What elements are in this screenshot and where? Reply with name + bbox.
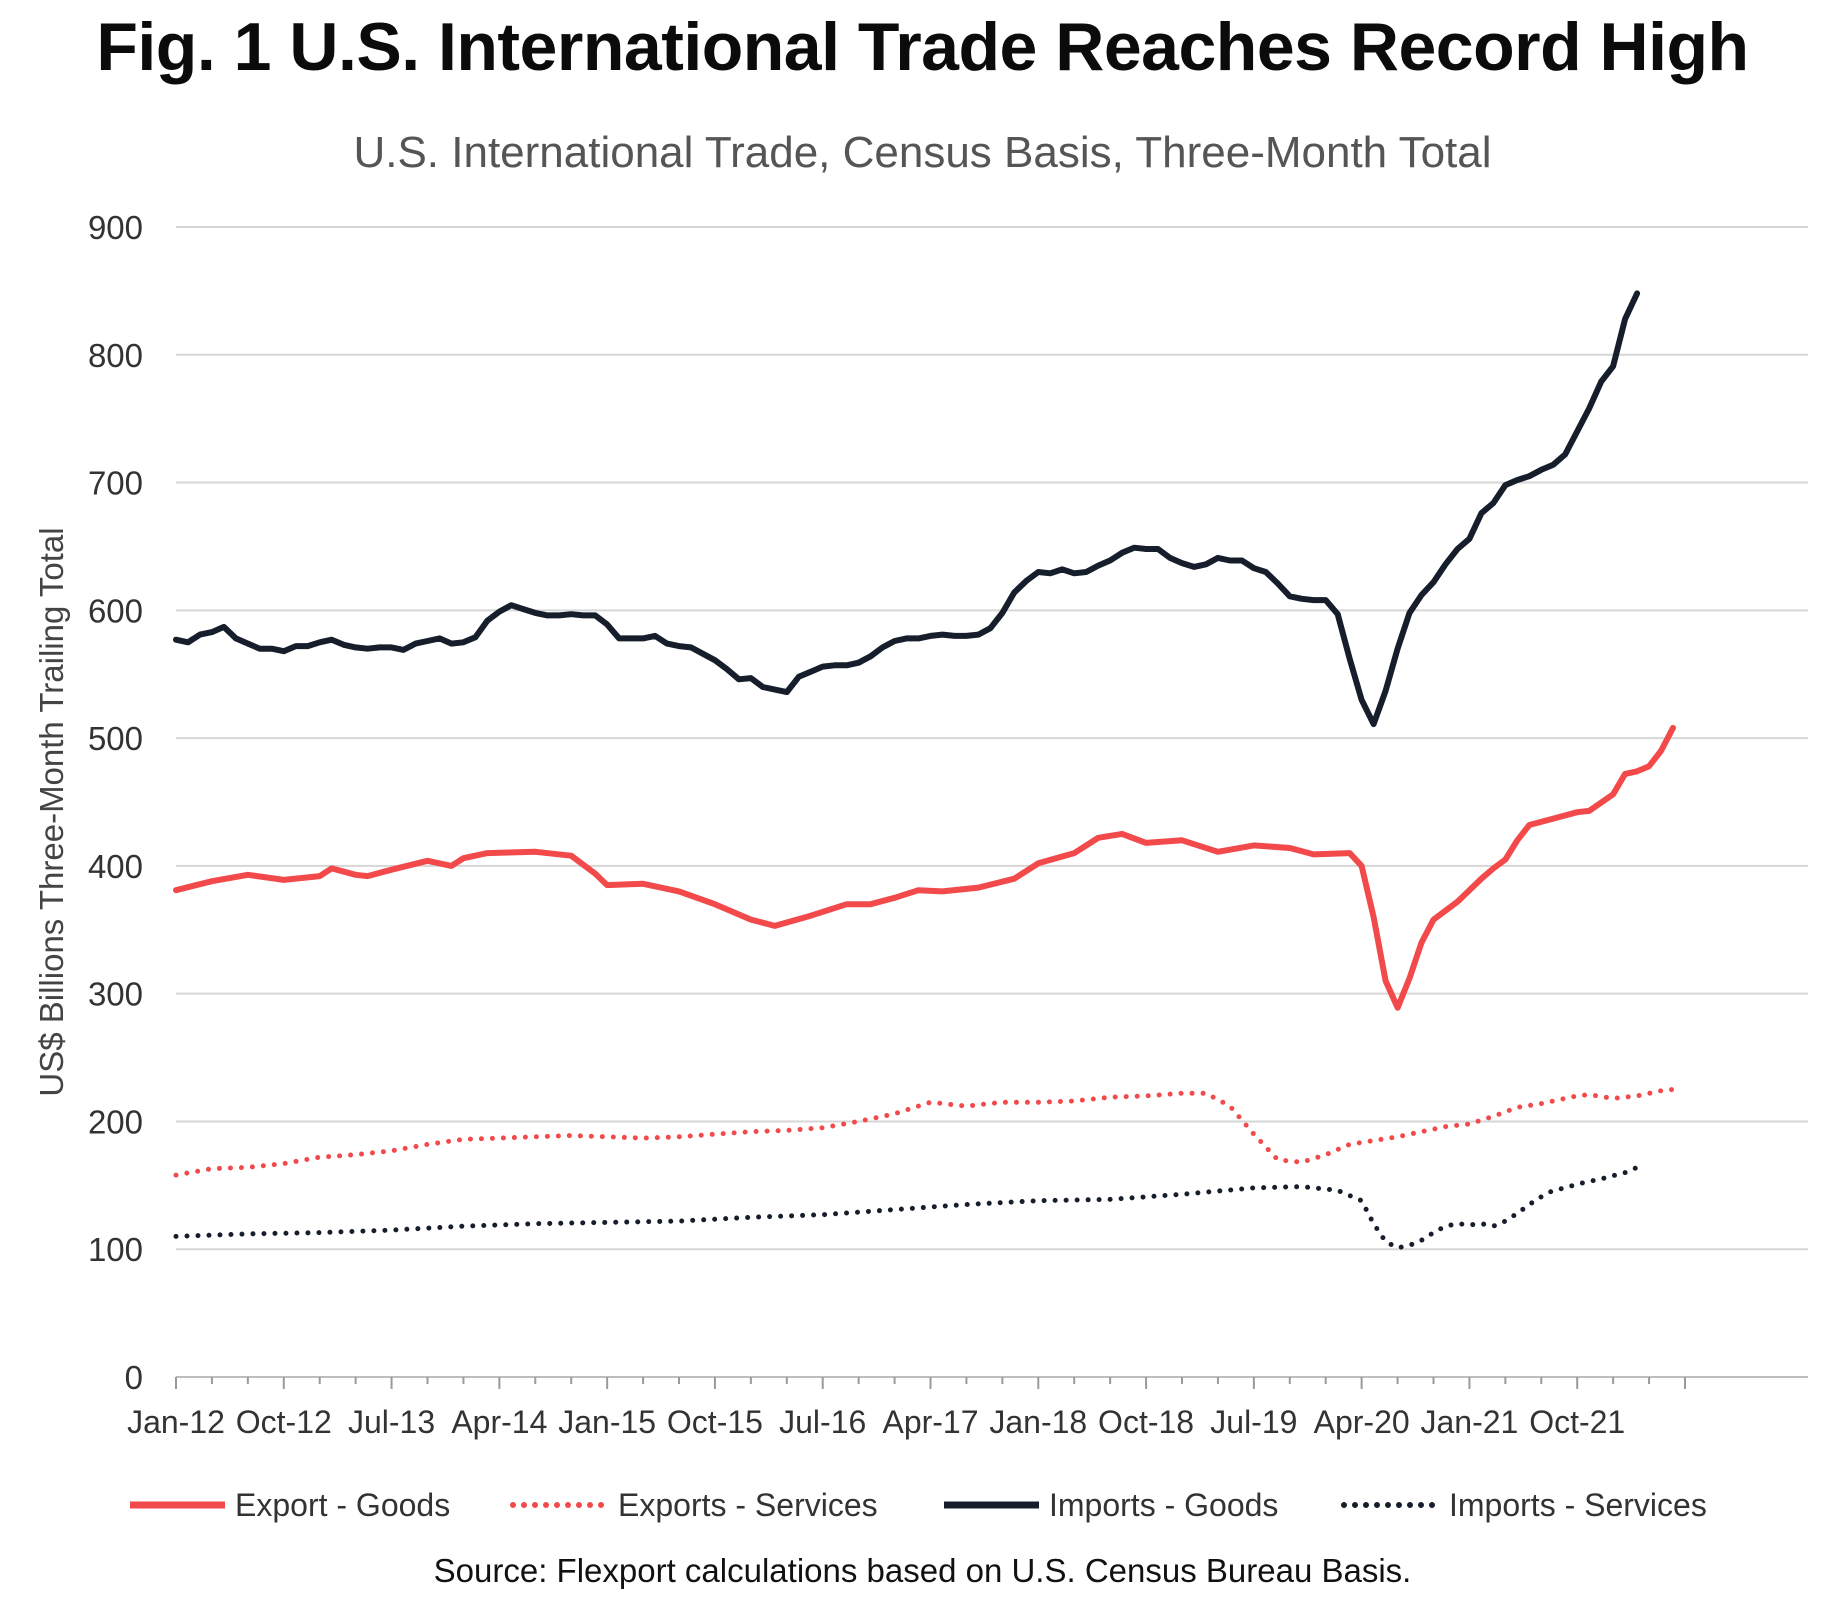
y-tick-label: 800 bbox=[88, 337, 143, 374]
x-tick-label: Apr-17 bbox=[882, 1404, 978, 1440]
legend: Export - Goods Exports - Services Imports … bbox=[130, 1487, 1707, 1523]
x-tick-label: Oct-12 bbox=[236, 1404, 332, 1440]
y-tick-label: 600 bbox=[88, 592, 143, 629]
x-tick-label: Apr-14 bbox=[451, 1404, 547, 1440]
legend-label: Imports - Goods bbox=[1049, 1487, 1278, 1523]
axes: 0 100 200 300 400 500 600 700 800 900 Jan-12 Oct-12… bbox=[33, 209, 1808, 1440]
y-axis-label: US$ Billions Three-Month Trailing Total bbox=[33, 527, 70, 1096]
x-tick-label: Jul-16 bbox=[779, 1404, 866, 1440]
x-tick-label: Jan-12 bbox=[127, 1404, 225, 1440]
legend-label: Exports - Services bbox=[618, 1487, 878, 1523]
y-tick-label: 100 bbox=[88, 1231, 143, 1268]
chart-subtitle: U.S. International Trade, Census Basis, … bbox=[353, 128, 1492, 177]
y-tick-label: 0 bbox=[125, 1359, 143, 1396]
x-tick-label: Oct-18 bbox=[1098, 1404, 1194, 1440]
series-lines bbox=[173, 290, 1676, 1251]
y-tick-label: 900 bbox=[88, 209, 143, 246]
chart-title: Fig. 1 U.S. International Trade Reaches … bbox=[96, 9, 1749, 85]
x-tick-label: Jul-13 bbox=[348, 1404, 435, 1440]
series-line bbox=[173, 1087, 1676, 1178]
y-tick-label: 700 bbox=[88, 465, 143, 502]
y-tick-label: 400 bbox=[88, 848, 143, 885]
y-tick-label: 200 bbox=[88, 1103, 143, 1140]
series-line bbox=[173, 290, 1641, 728]
gridlines bbox=[176, 226, 1808, 1251]
x-tick-label: Jan-15 bbox=[558, 1404, 656, 1440]
legend-label: Export - Goods bbox=[235, 1487, 450, 1523]
source-note: Source: Flexport calculations based on U… bbox=[433, 1552, 1412, 1589]
x-tick-label: Apr-20 bbox=[1314, 1404, 1410, 1440]
x-tick-label: Jan-21 bbox=[1421, 1404, 1519, 1440]
y-tick-label: 500 bbox=[88, 720, 143, 757]
x-tick-label: Oct-15 bbox=[667, 1404, 763, 1440]
legend-label: Imports - Services bbox=[1449, 1487, 1707, 1523]
series-line bbox=[173, 1164, 1640, 1251]
x-tick-label: Jan-18 bbox=[989, 1404, 1087, 1440]
x-tick-label: Jul-19 bbox=[1210, 1404, 1297, 1440]
x-tick-label: Oct-21 bbox=[1529, 1404, 1625, 1440]
series-line bbox=[173, 724, 1676, 1011]
y-tick-label: 300 bbox=[88, 976, 143, 1013]
